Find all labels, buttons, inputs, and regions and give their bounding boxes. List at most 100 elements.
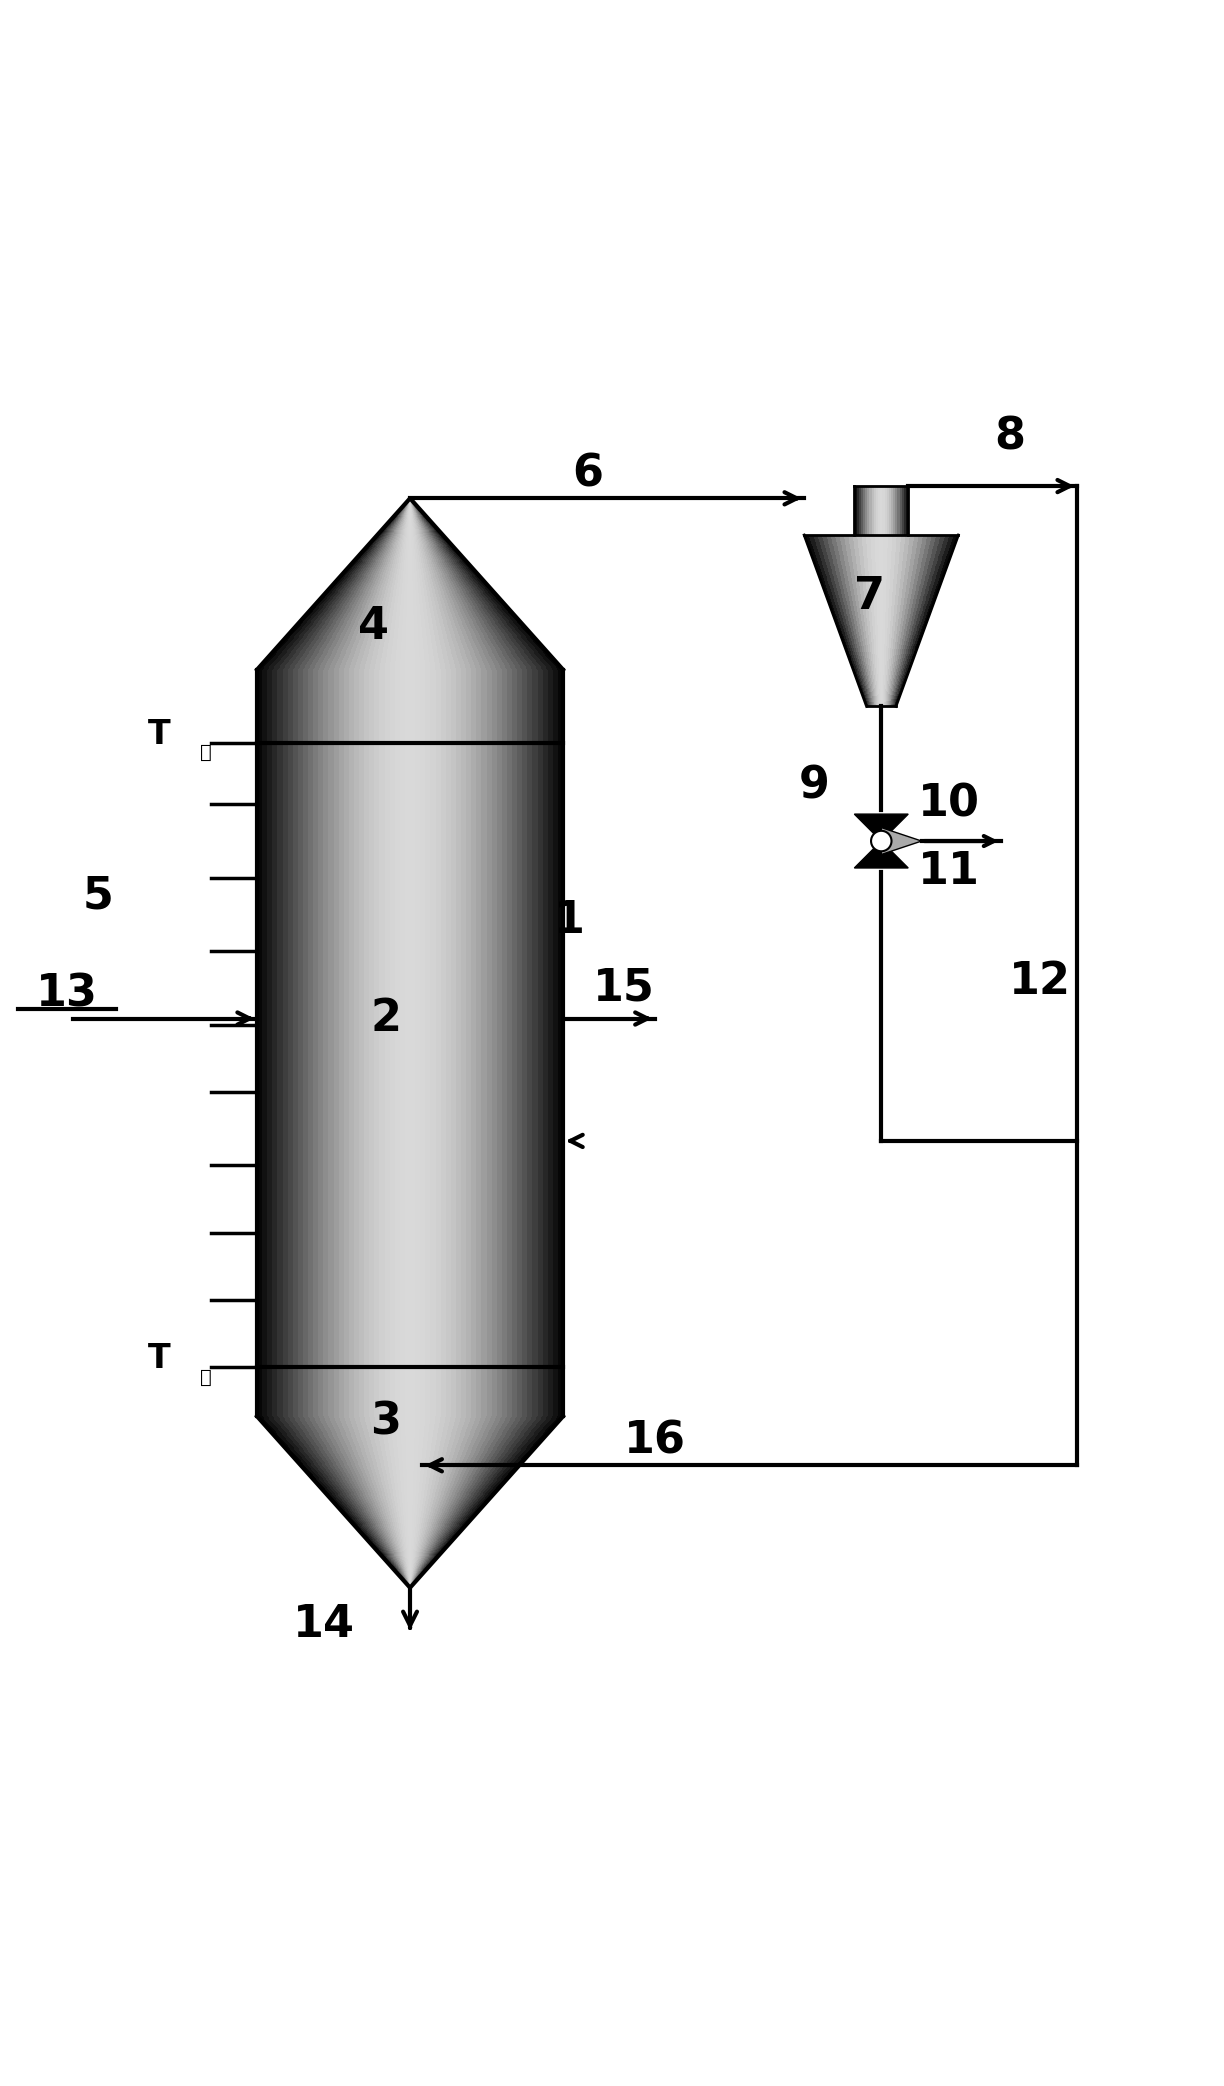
Polygon shape [461,943,466,945]
Polygon shape [297,1314,304,1316]
Polygon shape [537,1208,542,1210]
Polygon shape [537,670,542,672]
Polygon shape [283,1103,288,1106]
Polygon shape [461,1393,466,1396]
Polygon shape [532,1285,537,1287]
Polygon shape [436,1058,441,1060]
Polygon shape [283,693,288,695]
Polygon shape [481,697,486,699]
Polygon shape [517,1252,523,1254]
Polygon shape [558,1262,563,1264]
Polygon shape [313,732,318,734]
Polygon shape [547,1391,553,1393]
Polygon shape [339,674,344,678]
Polygon shape [389,1224,394,1227]
Polygon shape [344,849,349,851]
Polygon shape [370,715,375,718]
Polygon shape [436,1222,441,1224]
Polygon shape [431,1210,436,1212]
Polygon shape [446,1391,450,1393]
Polygon shape [328,1331,333,1335]
Polygon shape [497,1033,502,1035]
Polygon shape [542,955,547,957]
Polygon shape [333,789,339,791]
Polygon shape [532,814,537,816]
Polygon shape [354,832,359,834]
Polygon shape [394,845,400,847]
Polygon shape [297,1310,304,1312]
Polygon shape [370,1306,375,1310]
Polygon shape [497,1195,502,1197]
Polygon shape [344,1224,349,1227]
Polygon shape [293,1129,297,1131]
Polygon shape [389,791,394,795]
Polygon shape [476,1199,481,1202]
Polygon shape [318,876,323,878]
Polygon shape [375,1222,379,1224]
Polygon shape [481,1335,486,1337]
Polygon shape [400,1051,405,1053]
Polygon shape [512,1302,517,1304]
Polygon shape [532,957,537,962]
Polygon shape [471,705,476,707]
Polygon shape [304,1312,308,1314]
Polygon shape [354,715,359,718]
Polygon shape [410,720,415,722]
Polygon shape [283,722,288,724]
Polygon shape [420,1149,426,1151]
Polygon shape [415,1149,420,1151]
Polygon shape [349,966,354,968]
Polygon shape [328,1003,333,1005]
Polygon shape [455,770,461,772]
Polygon shape [278,1289,283,1291]
Polygon shape [304,690,308,693]
Polygon shape [370,811,375,814]
Polygon shape [384,809,389,811]
Polygon shape [542,1122,547,1124]
Polygon shape [278,987,283,989]
Polygon shape [283,786,288,789]
Polygon shape [553,1103,558,1106]
Polygon shape [542,776,547,780]
Polygon shape [349,974,354,976]
Polygon shape [547,1193,553,1195]
Polygon shape [359,1239,364,1241]
Polygon shape [370,1187,375,1189]
Polygon shape [394,1122,400,1124]
Polygon shape [375,1212,379,1214]
Polygon shape [370,1058,375,1060]
Polygon shape [364,697,370,699]
Polygon shape [262,1091,267,1093]
Polygon shape [455,1193,461,1195]
Polygon shape [339,811,344,814]
Polygon shape [420,1264,426,1266]
Polygon shape [262,1329,267,1331]
Polygon shape [333,1356,339,1360]
Polygon shape [553,807,558,809]
Polygon shape [436,909,441,912]
Polygon shape [333,1266,339,1270]
Polygon shape [384,987,389,989]
Polygon shape [257,763,262,768]
Polygon shape [446,797,450,799]
Polygon shape [283,809,288,811]
Polygon shape [450,1014,455,1016]
Polygon shape [375,1043,379,1045]
Polygon shape [415,1393,420,1396]
Polygon shape [370,709,375,711]
Polygon shape [532,1141,537,1143]
Polygon shape [323,1314,328,1316]
Polygon shape [283,1197,288,1199]
Polygon shape [370,914,375,916]
Polygon shape [528,1252,532,1254]
Polygon shape [344,1402,349,1404]
Polygon shape [293,1001,297,1003]
Polygon shape [349,1129,354,1131]
Polygon shape [517,680,523,682]
Polygon shape [528,1177,532,1181]
Polygon shape [313,799,318,801]
Polygon shape [267,1241,272,1245]
Polygon shape [318,751,323,755]
Polygon shape [297,1174,304,1177]
Polygon shape [405,1022,410,1026]
